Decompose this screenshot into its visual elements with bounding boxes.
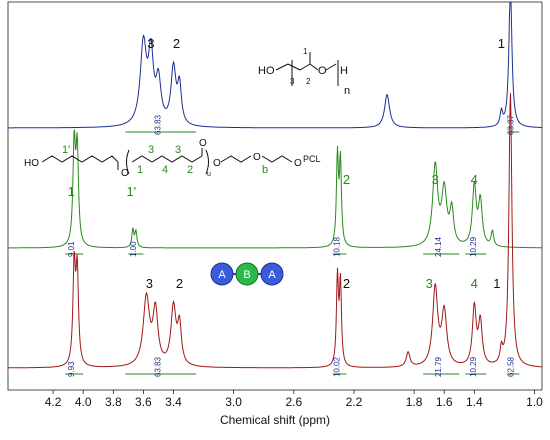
pcl-label-b: b [262,164,268,176]
integral-value-3-2: 63.83 [154,356,163,377]
peak-label-3-6: 1 [493,276,500,291]
x-tick-label-10: 1.6 [436,395,453,409]
plot-frame [8,2,542,390]
pcl-o5-label: O [294,158,302,169]
integral-value-2-5: 10.29 [469,236,478,257]
spectrum-line-3 [8,93,542,368]
x-tick-label-6: 3.0 [225,395,242,409]
block-a-right-label: A [268,269,276,281]
block-a-left-label: A [218,269,226,281]
pcl-end-label: PCL [303,154,321,164]
pcl-label-1prime: 1' [62,144,70,156]
spectrum-line-1 [8,2,542,128]
integral-value-2-3: 10.18 [333,236,342,257]
peak-label-2-2: 1' [126,184,136,199]
ppg-c1-label: 1 [303,47,308,56]
x-tick-label-8: 2.2 [346,395,363,409]
pcl-label-3a: 3 [148,144,154,156]
integral-value-3-5: 10.29 [469,356,478,377]
x-tick-label-3: 3.8 [105,395,122,409]
peak-label-2-1: 1 [68,184,75,199]
peak-label-3-4: 3 [426,276,433,291]
peak-label-2-5: 4 [471,172,478,187]
integral-value-1-1: 63.83 [154,114,163,135]
peak-label-1-3: 1 [498,36,505,51]
x-tick-label-12: 1.0 [526,395,543,409]
pcl-ho-label: HO [24,158,39,169]
pcl-label-4: 4 [162,164,168,176]
x-axis-label: Chemical shift (ppm) [220,413,330,427]
peak-label-1-2: 2 [173,36,180,51]
pcl-label-3b: 3 [175,144,181,156]
pcl-u-label: u [207,171,211,178]
pcl-label-2: 2 [187,164,193,176]
pcl-o4-label: O [253,152,261,163]
ppg-c2-label: 2 [306,77,311,86]
pcl-structure: HO O O u O O O PCL 1' 1 3 3 4 2 b [24,138,321,179]
spectrum-line-2 [8,130,542,248]
x-tick-label-2: 4.0 [75,395,92,409]
integral-value-3-4: 21.79 [434,356,443,377]
integral-value-2-4: 24.14 [434,236,443,257]
ppg-ho-label: HO [258,65,275,77]
integral-value-2-2: 1.00 [129,241,138,257]
peak-label-3-2: 2 [176,276,183,291]
ppg-structure: HO O H n 1 2 3 [258,47,350,97]
x-tick-label-9: 1.8 [406,395,423,409]
block-b-label: B [243,269,250,281]
x-tick-label-1: 4.2 [45,395,62,409]
ppg-h-label: H [340,65,348,77]
integral-value-3-3: 10.02 [333,356,342,377]
aba-block-schematic: A B A [211,263,283,285]
ppg-o-label: O [318,65,327,77]
pcl-label-1: 1 [137,164,143,176]
ppg-n-label: n [344,85,350,97]
x-axis: 4.2 4.0 3.8 3.6 3.4 3.0 2.6 2.2 1.8 1.6 1.4 1.0 [45,390,543,409]
peak-label-2-3: 2 [343,172,350,187]
pcl-o3-label: O [213,158,221,169]
peak-label-3-5: 4 [471,276,478,291]
ppg-c3-label: 3 [290,77,295,86]
x-tick-label-11: 1.4 [466,395,483,409]
x-tick-label-4: 3.6 [135,395,152,409]
pcl-o2-label: O [199,138,207,149]
integral-value-3-6: 62.58 [506,356,515,377]
integral-value-3-1: 9.93 [67,361,76,377]
peak-label-3-1: 3 [146,276,153,291]
peak-label-2-4: 3 [432,172,439,187]
peak-label-3-3: 2 [343,276,350,291]
peak-label-1-1: 3 [147,36,154,51]
x-tick-label-7: 2.6 [285,395,302,409]
x-tick-label-5: 3.4 [165,395,182,409]
